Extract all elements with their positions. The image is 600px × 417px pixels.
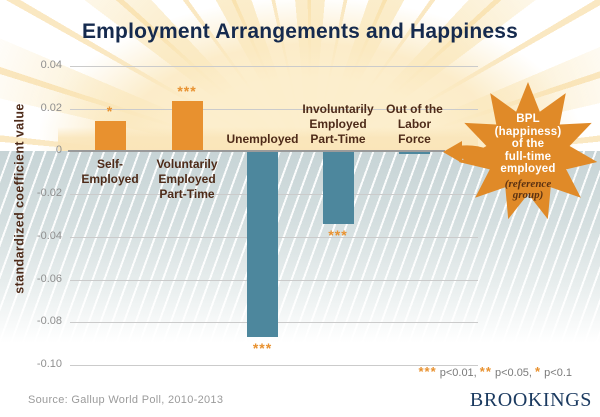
category-label-out-of-the-labor-force: Out of the Labor Force xyxy=(386,102,443,146)
legend-text: p<0.05, xyxy=(491,367,536,379)
bar-involuntarily-employed-part-time xyxy=(322,151,354,224)
legend-text: p<0.1 xyxy=(541,367,572,379)
y-tick-label: 0.04 xyxy=(40,59,62,71)
chart-title: Employment Arrangements and Happiness xyxy=(81,20,519,43)
legend-stars: *** xyxy=(418,364,437,379)
bar-out-of-the-labor-force xyxy=(399,151,430,154)
category-label-involuntarily-employed-part-time: Involuntarily Employed Part-Time xyxy=(302,102,374,146)
gridline xyxy=(70,109,478,110)
legend-stars: ** xyxy=(479,364,492,379)
y-tick-label: -0.04 xyxy=(36,230,62,242)
left-arrow-icon xyxy=(443,141,462,163)
starburst-line: (happiness) xyxy=(494,125,562,138)
brookings-logo: BROOKINGS xyxy=(469,389,592,411)
legend-text: p<0.01, xyxy=(436,367,480,379)
y-tick-label: 0 xyxy=(55,144,62,156)
reference-group-starburst xyxy=(443,82,598,220)
starburst-shape xyxy=(458,82,598,220)
zero-axis-line xyxy=(68,150,445,152)
significance-stars-self-employed: * xyxy=(106,103,114,119)
significance-legend: *** p<0.01, ** p<0.05, * p<0.1 xyxy=(418,364,572,379)
gridline xyxy=(70,66,478,67)
category-label-voluntarily-employed-part-time: Voluntarily Employed Part-Time xyxy=(156,157,218,201)
starburst-note-line: (reference xyxy=(504,177,552,190)
starburst-line: full-time xyxy=(504,150,552,163)
sun-horizon-band xyxy=(58,127,478,151)
starburst-note-line: group) xyxy=(512,189,544,201)
y-tick-label: 0.02 xyxy=(40,102,62,114)
bar-unemployed xyxy=(247,151,278,337)
y-tick-label: -0.02 xyxy=(36,187,62,199)
starburst-text: BPL (happiness) of the full-time employed (r… xyxy=(463,113,593,202)
significance-stars-voluntarily-employed-part-time: *** xyxy=(177,83,197,99)
significance-stars-unemployed: *** xyxy=(252,340,273,356)
y-tick-label: -0.06 xyxy=(36,273,62,285)
starburst-note-lines: (reference group) xyxy=(463,177,593,202)
source-text: Source: Gallup World Poll, 2010-2013 xyxy=(28,394,224,406)
category-label-self-employed: Self- Employed xyxy=(81,157,139,186)
category-label-unemployed: Unemployed xyxy=(226,132,299,146)
bar-self-employed xyxy=(94,121,126,151)
y-tick-label: -0.10 xyxy=(36,358,62,370)
legend-stars: * xyxy=(535,364,542,379)
sunburst-background xyxy=(0,0,600,151)
starburst-line: employed xyxy=(500,163,556,175)
starburst-line: of the xyxy=(511,138,545,150)
y-tick-label: -0.08 xyxy=(36,315,62,327)
significance-stars-involuntarily-employed-part-time: *** xyxy=(328,227,348,243)
gridline xyxy=(70,365,478,366)
starburst-line: BPL xyxy=(516,113,540,125)
starburst-main-lines: BPL (happiness) of the full-time employed xyxy=(463,113,593,176)
bar-voluntarily-employed-part-time xyxy=(171,101,203,151)
